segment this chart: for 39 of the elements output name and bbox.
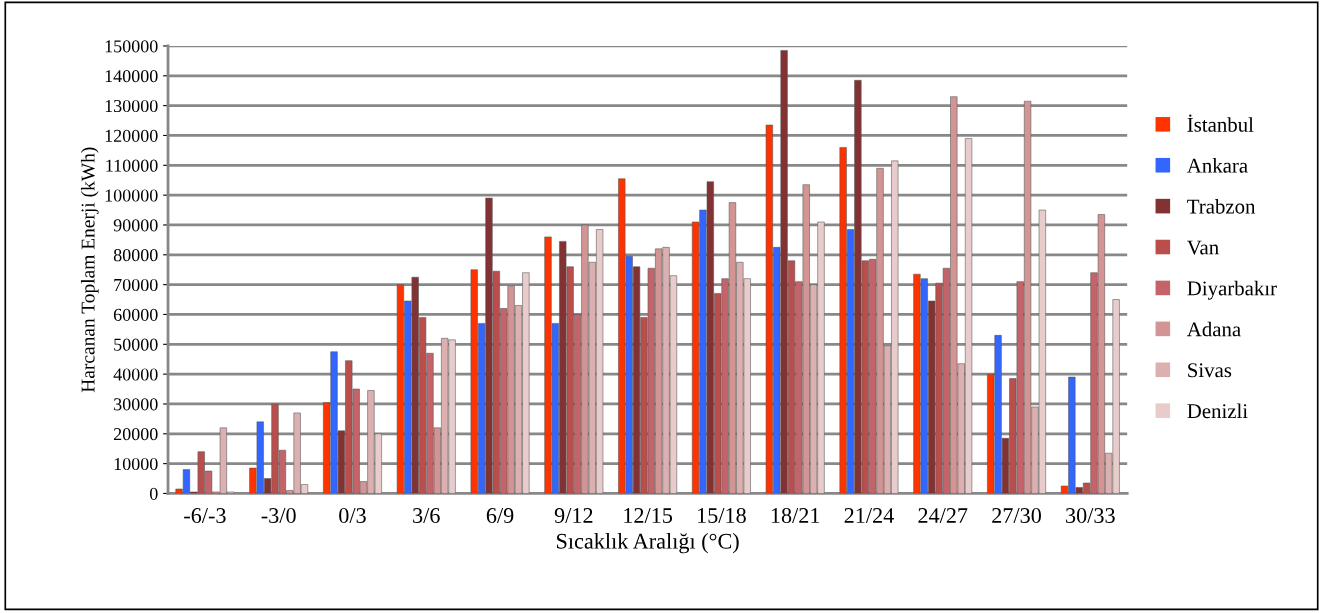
y-tick-label: 50000 — [114, 338, 158, 351]
x-tick-label: 0/3 — [339, 508, 366, 523]
x-tick-label: 21/24 — [844, 508, 894, 523]
x-tick-label: 18/21 — [771, 508, 820, 523]
y-tick-label: 30000 — [114, 398, 158, 411]
x-tick-label: 27/30 — [992, 508, 1041, 523]
y-tick-label: 140000 — [105, 70, 158, 83]
x-tick-label: 3/6 — [413, 508, 440, 523]
x-tick-label: -3/0 — [261, 508, 296, 523]
y-tick-label: 40000 — [113, 368, 158, 381]
legend-label: Sivas — [1188, 363, 1232, 378]
x-axis-title: Sıcaklık Aralığı (°C) — [557, 533, 739, 554]
x-tick-label: 9/12 — [554, 508, 593, 523]
y-tick-label: 10000 — [114, 457, 158, 471]
x-tick-label: 24/27 — [918, 508, 968, 523]
x-tick-label: -6/-3 — [184, 508, 226, 523]
y-tick-label: 20000 — [113, 428, 158, 441]
y-tick-label: 120000 — [105, 129, 158, 142]
legend-label: Diyarbakır — [1187, 280, 1277, 300]
x-tick-label: 15/18 — [698, 508, 746, 523]
x-tick-label: 12/15 — [624, 508, 673, 523]
legend-label: Ankara — [1186, 158, 1248, 173]
y-tick-label: 110000 — [106, 159, 158, 172]
y-axis-title: Harcanan Toplam Enerji (kWh) — [80, 147, 99, 393]
y-tick-label: 0 — [149, 487, 158, 500]
legend-label: Adana — [1186, 321, 1241, 337]
y-tick-label: 130000 — [105, 99, 158, 113]
y-tick-label: 70000 — [114, 278, 158, 292]
y-tick-label: 100000 — [105, 189, 158, 202]
legend-label: Van — [1187, 240, 1219, 255]
legend-label: İstanbul — [1187, 114, 1254, 132]
legend-label: Denizli — [1187, 403, 1248, 419]
x-tick-label: 6/9 — [486, 508, 514, 523]
y-tick-label: 90000 — [113, 219, 158, 232]
legend-label: Trabzon — [1187, 198, 1256, 214]
x-tick-label: 30/33 — [1066, 508, 1115, 523]
y-tick-label: 80000 — [113, 249, 158, 262]
y-tick-label: 150000 — [105, 40, 158, 53]
y-tick-label: 60000 — [113, 308, 158, 321]
